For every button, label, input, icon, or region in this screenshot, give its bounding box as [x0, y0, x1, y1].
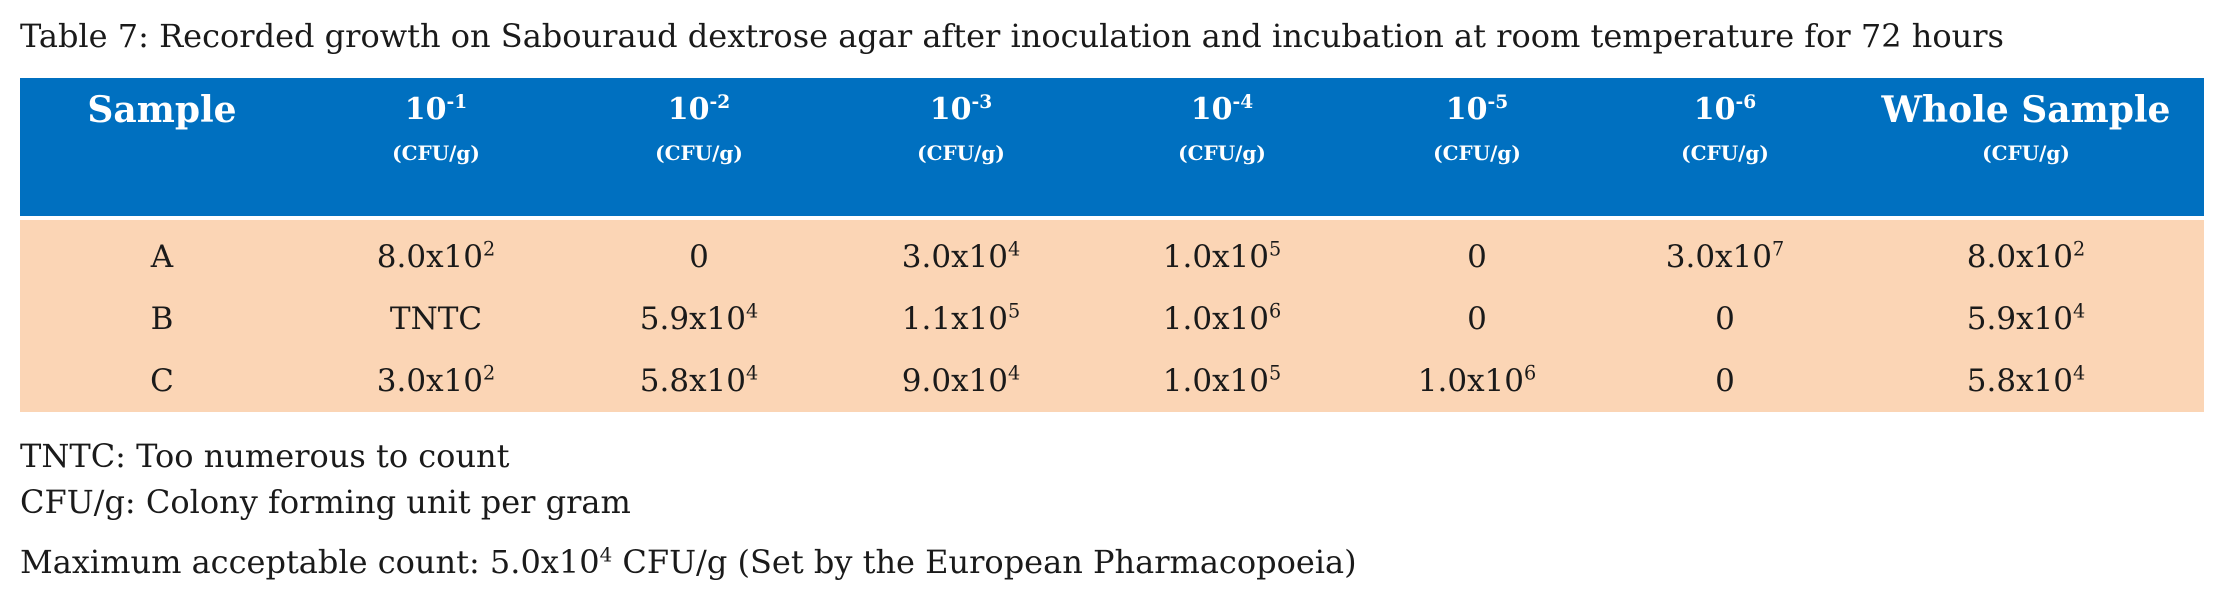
col-header-unit: (CFU/g) [1178, 141, 1266, 165]
col-header-dilution-6: 10-6 (CFU/g) [1602, 78, 1848, 220]
cell-value: 8.0x102 [304, 218, 568, 288]
col-header-label: Whole Sample [1881, 89, 2171, 131]
table-row-a: A 8.0x102 0 3.0x104 1.0x105 0 3.0x107 8.… [20, 218, 2204, 288]
cell-value: 1.0x105 [1092, 218, 1352, 288]
cell-value: 0 [568, 218, 830, 288]
col-header-unit: (CFU/g) [917, 141, 1005, 165]
col-header-unit: (CFU/g) [655, 141, 743, 165]
col-header-unit: (CFU/g) [1982, 141, 2070, 165]
cell-value: 1.0x106 [1352, 350, 1602, 412]
col-header-dilution-5: 10-5 (CFU/g) [1352, 78, 1602, 220]
cell-value: 5.9x104 [1848, 288, 2204, 350]
col-header-label: 10-5 [1445, 92, 1509, 127]
col-header-unit: (CFU/g) [1433, 141, 1521, 165]
footnote-tntc: TNTC: Too numerous to count [20, 437, 510, 475]
col-header-label: 10-2 [667, 92, 731, 127]
col-header-label: Sample [87, 89, 237, 131]
table-caption: Table 7: Recorded growth on Sabouraud de… [20, 17, 2004, 55]
col-header-dilution-4: 10-4 (CFU/g) [1092, 78, 1352, 220]
cell-value: TNTC [304, 288, 568, 350]
col-header-label: 10-3 [929, 92, 993, 127]
cell-value: 5.8x104 [1848, 350, 2204, 412]
col-header-dilution-3: 10-3 (CFU/g) [830, 78, 1092, 220]
cell-value: 5.9x104 [568, 288, 830, 350]
cell-value: 1.0x105 [1092, 350, 1352, 412]
col-header-unit: (CFU/g) [392, 141, 480, 165]
cell-value: 3.0x107 [1602, 218, 1848, 288]
footnote-cfu: CFU/g: Colony forming unit per gram [20, 483, 631, 521]
cell-sample: C [20, 350, 304, 412]
col-header-dilution-2: 10-2 (CFU/g) [568, 78, 830, 220]
cell-value: 0 [1352, 288, 1602, 350]
cell-value: 1.1x105 [830, 288, 1092, 350]
footnote-max-count: Maximum acceptable count: 5.0x104 CFU/g … [20, 543, 1357, 581]
cell-sample: A [20, 218, 304, 288]
cell-sample: B [20, 288, 304, 350]
cell-value: 3.0x102 [304, 350, 568, 412]
col-header-label: 10-4 [1190, 92, 1254, 127]
cell-value: 1.0x106 [1092, 288, 1352, 350]
cell-value: 8.0x102 [1848, 218, 2204, 288]
cell-value: 0 [1602, 350, 1848, 412]
table-row-b: B TNTC 5.9x104 1.1x105 1.0x106 0 0 5.9x1… [20, 288, 2204, 350]
col-header-label: 10-1 [404, 92, 468, 127]
table-header-row: Sample 10-1 (CFU/g) 10-2 (CFU/g) 10-3 (C… [20, 78, 2204, 220]
col-header-sample: Sample [20, 78, 304, 220]
growth-table: Sample 10-1 (CFU/g) 10-2 (CFU/g) 10-3 (C… [20, 78, 2204, 412]
cell-value: 9.0x104 [830, 350, 1092, 412]
cell-value: 0 [1352, 218, 1602, 288]
table-row-c: C 3.0x102 5.8x104 9.0x104 1.0x105 1.0x10… [20, 350, 2204, 412]
col-header-label: 10-6 [1693, 92, 1757, 127]
cell-value: 3.0x104 [830, 218, 1092, 288]
col-header-whole-sample: Whole Sample (CFU/g) [1848, 78, 2204, 220]
col-header-unit: (CFU/g) [1681, 141, 1769, 165]
cell-value: 5.8x104 [568, 350, 830, 412]
col-header-dilution-1: 10-1 (CFU/g) [304, 78, 568, 220]
cell-value: 0 [1602, 288, 1848, 350]
